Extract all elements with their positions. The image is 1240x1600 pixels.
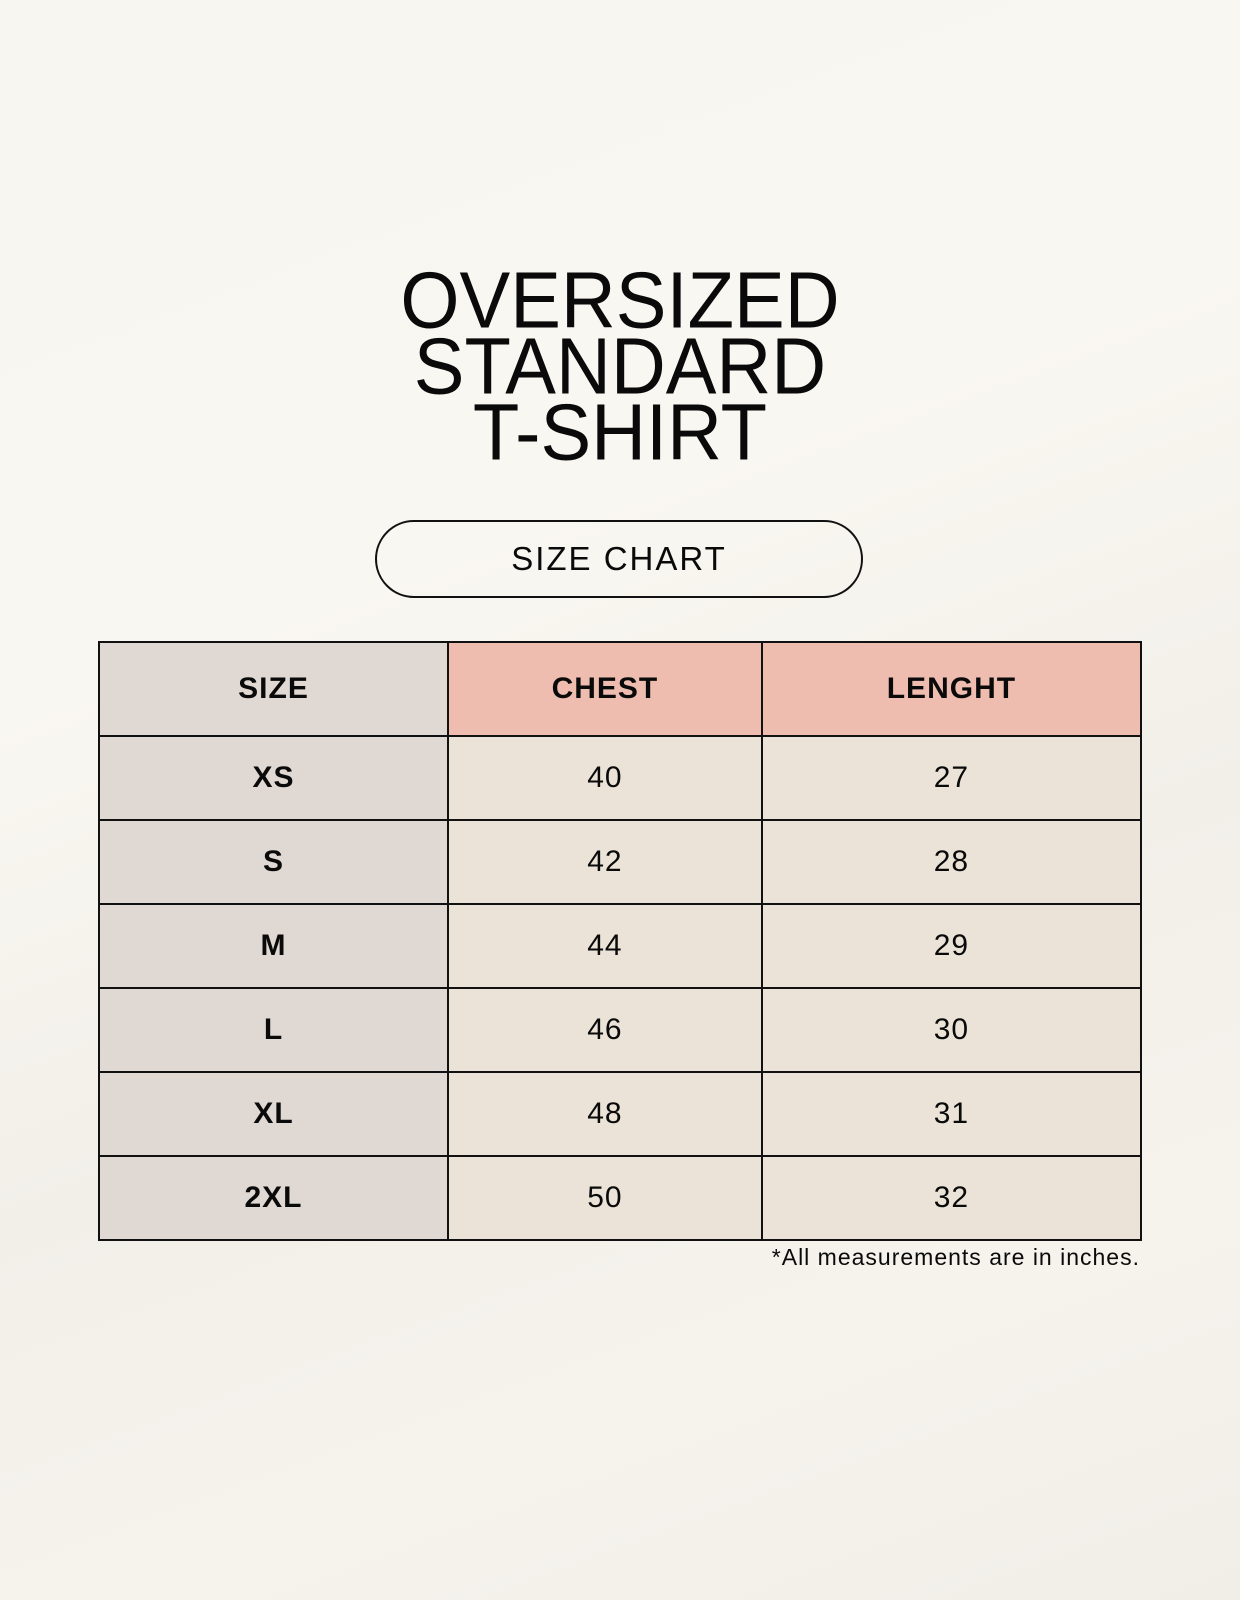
header-length: LENGHT — [760, 641, 1143, 737]
cell-size: L — [98, 987, 449, 1073]
cell-length: 27 — [760, 735, 1143, 821]
table-row: S 42 28 — [98, 819, 1143, 905]
table-header-row: SIZE CHEST LENGHT — [98, 641, 1143, 737]
table-row: L 46 30 — [98, 987, 1143, 1073]
cell-size: XL — [98, 1071, 449, 1157]
table-row: 2XL 50 32 — [98, 1155, 1143, 1241]
cell-chest: 44 — [447, 903, 763, 989]
cell-chest: 40 — [447, 735, 763, 821]
header-size: SIZE — [98, 641, 449, 737]
cell-chest: 46 — [447, 987, 763, 1073]
cell-size: S — [98, 819, 449, 905]
header-chest: CHEST — [447, 641, 763, 737]
title-line: T-SHIRT — [472, 387, 768, 478]
size-table: SIZE CHEST LENGHT XS 40 27 S 42 28 M 44 29 L 46 30 X… — [98, 641, 1143, 1241]
cell-length: 29 — [760, 903, 1143, 989]
table-row: M 44 29 — [98, 903, 1143, 989]
cell-size: 2XL — [98, 1155, 449, 1241]
size-chart-badge: SIZE CHART — [375, 520, 863, 598]
title-line: STANDARD — [413, 321, 827, 412]
table-row: XS 40 27 — [98, 735, 1143, 821]
footnote: *All measurements are in inches. — [771, 1244, 1140, 1270]
cell-chest: 48 — [447, 1071, 763, 1157]
cell-length: 30 — [760, 987, 1143, 1073]
cell-length: 28 — [760, 819, 1143, 905]
page-title: OVERSIZED STANDARD T-SHIRT — [0, 255, 1240, 478]
title-line: OVERSIZED — [400, 255, 840, 346]
cell-length: 32 — [760, 1155, 1143, 1241]
table-row: XL 48 31 — [98, 1071, 1143, 1157]
cell-length: 31 — [760, 1071, 1143, 1157]
cell-chest: 50 — [447, 1155, 763, 1241]
cell-size: M — [98, 903, 449, 989]
cell-chest: 42 — [447, 819, 763, 905]
cell-size: XS — [98, 735, 449, 821]
